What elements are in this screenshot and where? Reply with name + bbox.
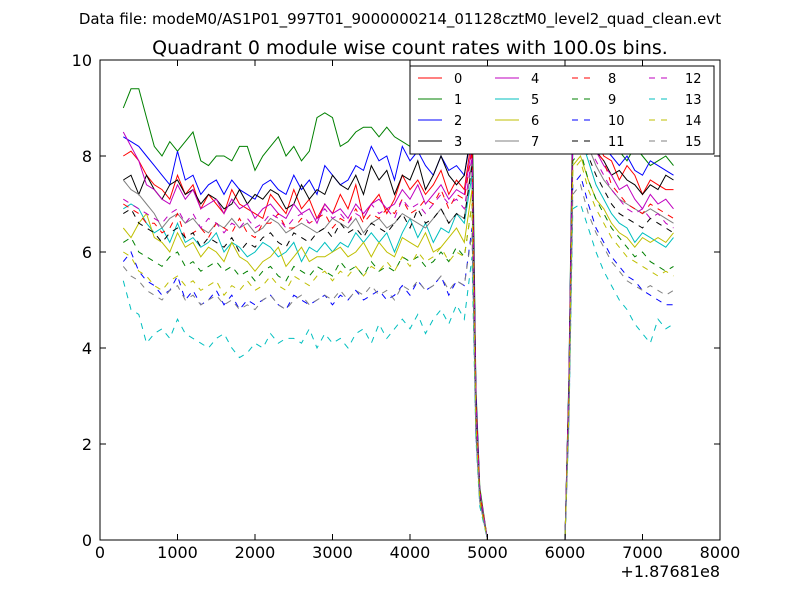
legend-label-2: 2 [454, 114, 462, 129]
legend-label-5: 5 [531, 93, 539, 108]
x-tick-label: 2000 [235, 543, 276, 562]
series-line-2 [123, 92, 674, 540]
y-tick-label: 6 [82, 243, 92, 262]
series-line-15 [122, 183, 674, 540]
series-line-9 [123, 150, 674, 540]
series-line-11 [123, 130, 674, 540]
x-offset-label: +1.87681e8 [620, 562, 720, 581]
series-line-12 [123, 126, 674, 540]
y-tick-label: 8 [82, 147, 92, 166]
series-line-4 [122, 116, 674, 540]
series-line-10 [122, 174, 674, 540]
x-tick-label: 6000 [545, 543, 586, 562]
series-line-6 [122, 154, 674, 540]
y-tick-label: 2 [82, 435, 92, 454]
legend-label-14: 14 [685, 114, 702, 129]
x-tick-label: 8000 [700, 543, 741, 562]
x-tick-label: 3000 [312, 543, 353, 562]
x-tick-label: 5000 [467, 543, 508, 562]
series-line-0 [123, 106, 674, 540]
legend-label-0: 0 [454, 72, 462, 87]
chart-title: Quadrant 0 module wise count rates with … [152, 37, 668, 59]
figure-suptitle: Data file: modeM0/AS1P01_997T01_90000002… [79, 10, 721, 29]
legend-label-15: 15 [685, 135, 702, 150]
legend-label-4: 4 [531, 72, 539, 87]
x-tick-label: 4000 [390, 543, 431, 562]
legend-label-12: 12 [685, 72, 702, 87]
legend-label-1: 1 [454, 93, 462, 108]
series-layer [122, 77, 674, 540]
x-tick-label: 1000 [157, 543, 198, 562]
legend-label-10: 10 [608, 114, 625, 129]
legend-label-3: 3 [454, 135, 462, 150]
x-tick-label: 7000 [622, 543, 663, 562]
legend-label-13: 13 [685, 93, 702, 108]
legend-label-9: 9 [608, 93, 616, 108]
series-line-14 [123, 159, 674, 540]
y-tick-label: 4 [82, 339, 92, 358]
series-line-7 [122, 126, 674, 540]
legend-label-7: 7 [531, 135, 539, 150]
legend-label-6: 6 [531, 114, 539, 129]
legend-box [409, 65, 715, 155]
legend-label-11: 11 [608, 135, 625, 150]
series-line-13 [122, 203, 674, 540]
series-line-8 [123, 121, 674, 540]
x-tick-label: 0 [95, 543, 105, 562]
y-tick-label: 0 [82, 531, 92, 550]
legend-label-8: 8 [608, 72, 616, 87]
y-tick-label: 10 [72, 51, 92, 70]
